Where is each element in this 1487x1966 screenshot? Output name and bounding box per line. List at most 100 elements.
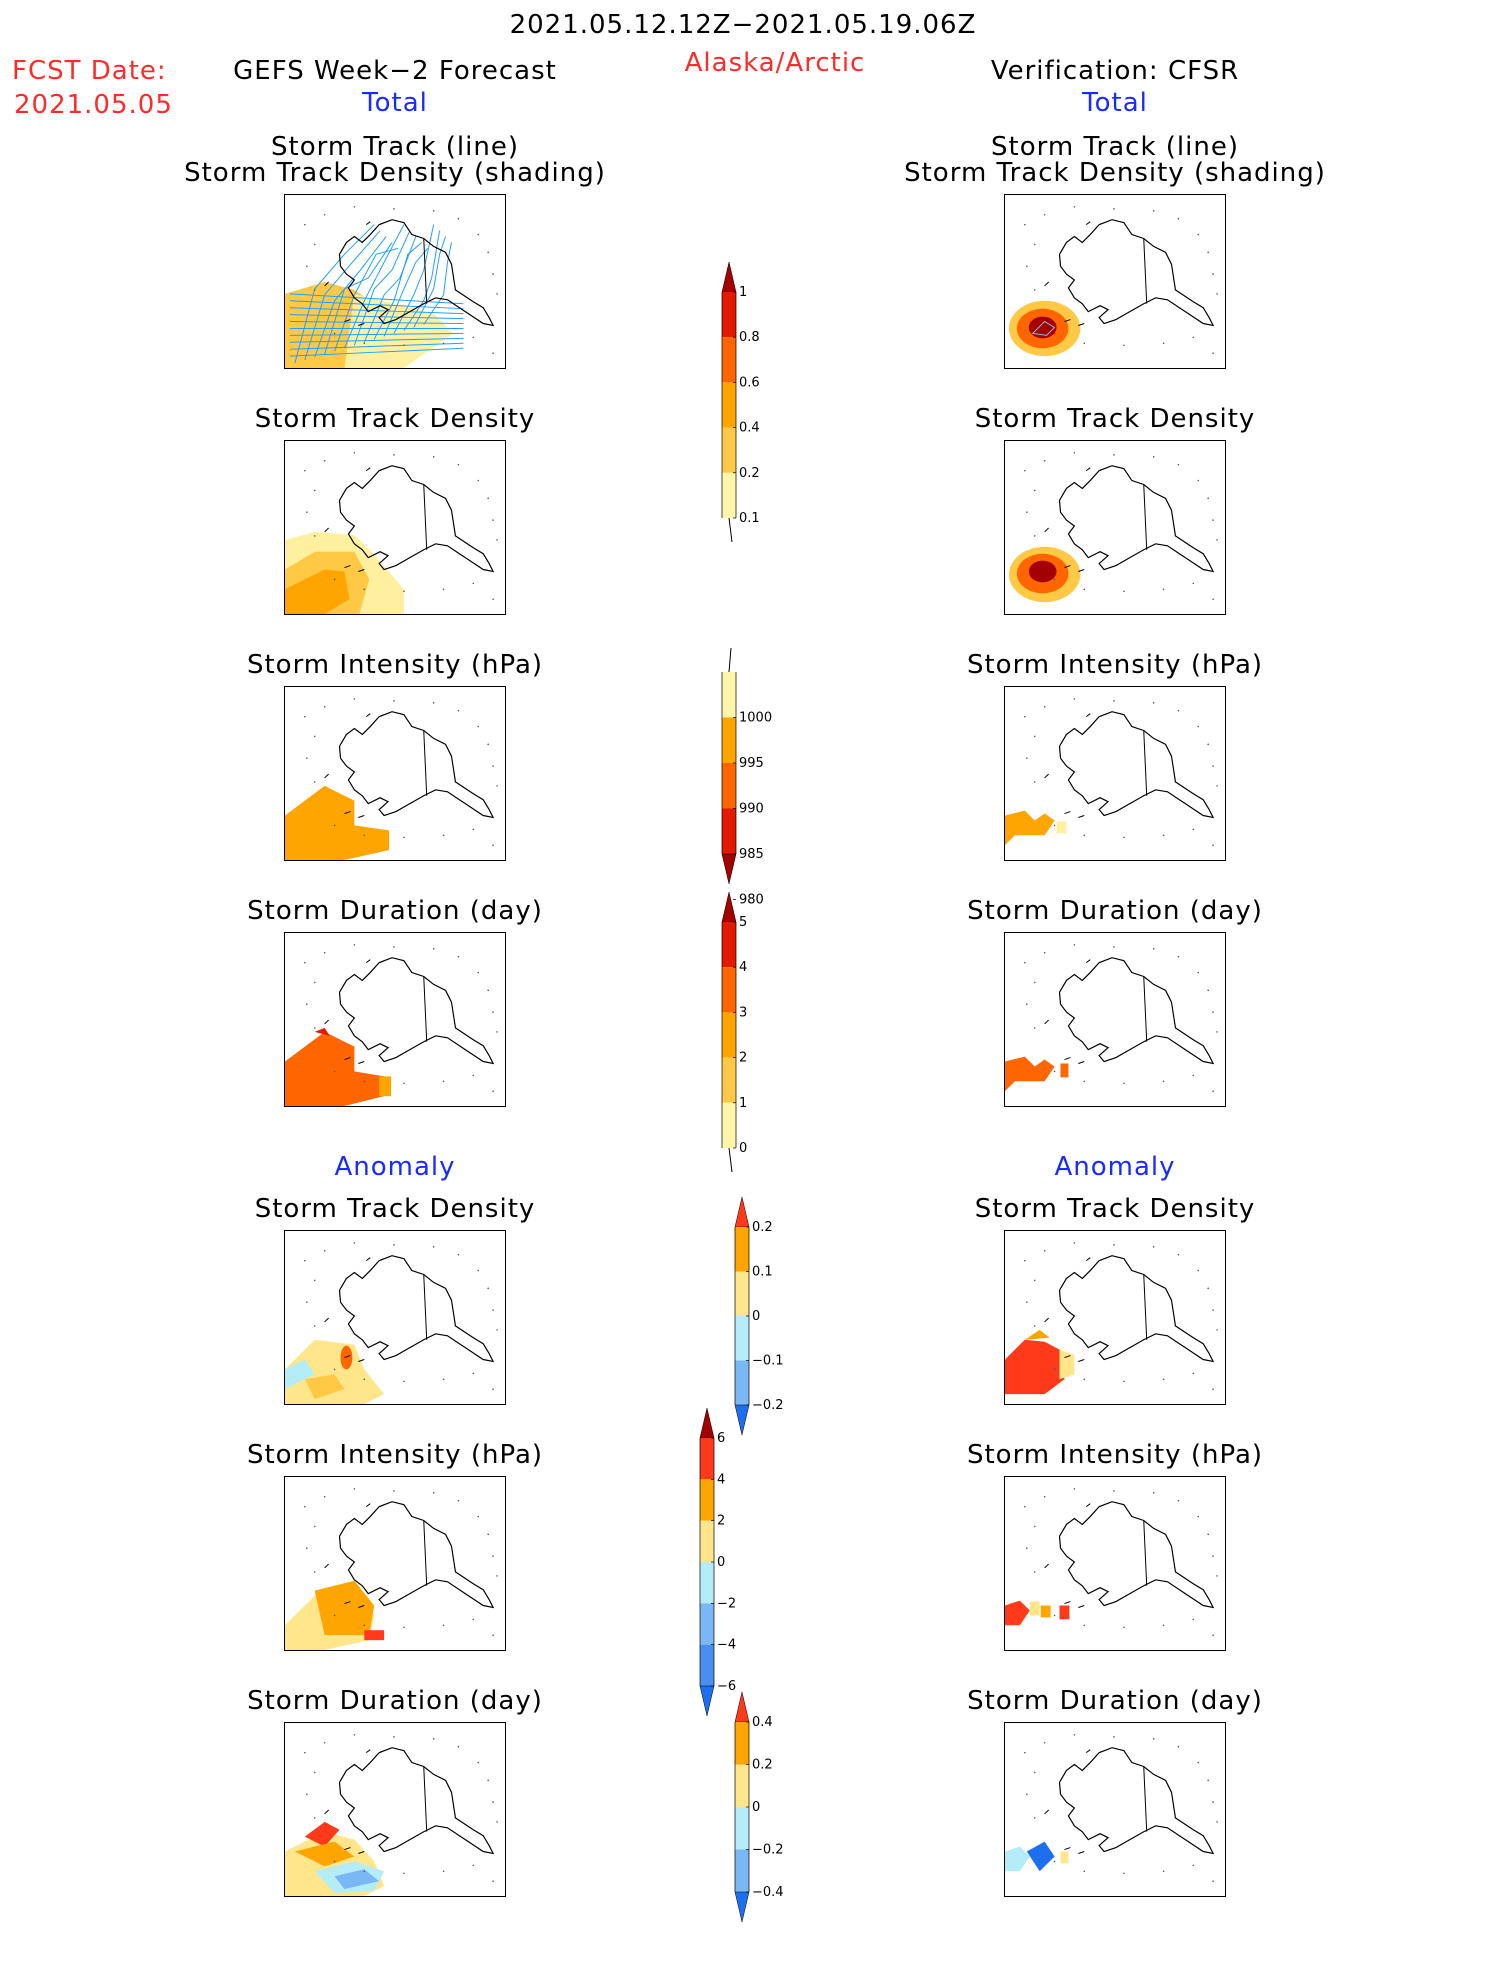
- duration-shading: [1060, 1063, 1069, 1078]
- islands: [324, 959, 371, 1064]
- colorbar-segment: [735, 1764, 749, 1807]
- title-left-track-line: Storm Track (line): [271, 132, 519, 162]
- islands: [1044, 1503, 1091, 1608]
- graticule-dots: [304, 452, 498, 600]
- colorbar-tick-label: 0: [739, 1141, 747, 1156]
- map-right-anom-duration: [1004, 1722, 1226, 1897]
- colorbar-intensity: 1000 995 990 985 980: [721, 647, 782, 928]
- graticule-dots: [1024, 1734, 1218, 1882]
- density-shading: [1028, 560, 1057, 583]
- colorbar-segment: [722, 672, 736, 718]
- islands: [324, 221, 371, 326]
- title-left-track-density: Storm Track Density: [254, 404, 536, 434]
- colorbar-tick-label: 2: [717, 1514, 725, 1529]
- colorbar-tick-label: 0.2: [752, 1758, 773, 1773]
- islands: [324, 713, 371, 818]
- alaska-coastline: [338, 219, 495, 327]
- colorbar-segment: [722, 337, 736, 383]
- colorbar-tick-label: 6: [717, 1431, 725, 1446]
- anomaly-shading: [1026, 1841, 1055, 1872]
- colorbar-segment: [722, 1012, 736, 1058]
- colorbar-segment: [700, 1562, 714, 1604]
- left-column-title: GEFS Week−2 Forecast: [233, 56, 557, 86]
- alaska-canada-border: [1143, 238, 1148, 304]
- colorbar-segment: [735, 1807, 749, 1850]
- colorbar-anom-intensity: 6 4 2 0 −2 −4 −6: [699, 1407, 760, 1760]
- colorbar-tick-label: 4: [717, 1472, 725, 1487]
- colorbar-duration: 5 4 3 2 1 0: [721, 891, 782, 1216]
- alaska-coastline: [338, 957, 495, 1065]
- alaska-canada-border: [423, 238, 428, 304]
- region-label: Alaska/Arctic: [684, 48, 866, 78]
- map-left-duration: [284, 932, 506, 1107]
- map-left-anom-density: [284, 1230, 506, 1405]
- islands: [1044, 713, 1091, 818]
- duration-shading: [379, 1076, 392, 1097]
- alaska-canada-border: [423, 1766, 428, 1832]
- graticule-dots: [304, 1734, 498, 1882]
- alaska-canada-border: [1143, 1274, 1148, 1340]
- colorbar-tick-label: 995: [739, 756, 764, 771]
- anomaly-shading: [1005, 1600, 1030, 1626]
- map-right-anom-density: [1004, 1230, 1226, 1405]
- colorbar-segment: [735, 1316, 749, 1361]
- colorbar-top-triangle: [721, 261, 737, 293]
- colorbar-segment: [700, 1603, 714, 1645]
- graticule-dots: [1024, 206, 1218, 354]
- title-left-anom-density: Storm Track Density: [254, 1194, 536, 1224]
- alaska-canada-border: [1143, 730, 1148, 796]
- colorbar-segment: [722, 427, 736, 473]
- alaska-canada-border: [423, 1274, 428, 1340]
- colorbar-anom-duration: 0.4 0.2 0 −0.2 −0.4: [734, 1691, 795, 1966]
- colorbar-tick-label: 1: [739, 1096, 747, 1111]
- colorbar-tick-label: 3: [739, 1005, 747, 1020]
- colorbar-segment: [735, 1722, 749, 1765]
- fcst-date-label: FCST Date:: [12, 56, 167, 86]
- islands: [1044, 959, 1091, 1064]
- colorbar-top-triangle: [721, 891, 737, 923]
- anomaly-shading: [1029, 1601, 1040, 1616]
- islands: [324, 1749, 371, 1854]
- anomaly-shading: [304, 1821, 340, 1847]
- colorbar-segment: [722, 292, 736, 338]
- colorbar-segment: [700, 1438, 714, 1480]
- colorbar-tick-label: 0: [717, 1555, 725, 1570]
- colorbar-bottom-triangle: [721, 853, 737, 885]
- anomaly-shading: [1040, 1605, 1051, 1618]
- colorbar-tick-label: 980: [739, 893, 764, 908]
- alaska-coastline: [1058, 1501, 1215, 1609]
- colorbar-tick-label: 990: [739, 802, 764, 817]
- colorbar-tick-label: 0.4: [752, 1715, 773, 1730]
- storm-track-lines: [1031, 320, 1056, 336]
- map-left-intensity: [284, 686, 506, 861]
- alaska-canada-border: [1143, 1766, 1148, 1832]
- colorbar-density: 1 0.8 0.6 0.4 0.2 0.1: [721, 261, 782, 586]
- colorbar-segment: [735, 1849, 749, 1892]
- alaska-canada-border: [423, 1520, 428, 1586]
- anomaly-shading: [285, 1359, 315, 1390]
- colorbar-segment: [722, 382, 736, 428]
- anomaly-shading: [1005, 1339, 1065, 1395]
- graticule-dots: [304, 1242, 498, 1390]
- islands: [1044, 221, 1091, 326]
- colorbar-tick-label: 0.1: [752, 1265, 773, 1280]
- colorbar-segment: [700, 1520, 714, 1562]
- colorbar-tail: [728, 1147, 733, 1173]
- graticule-dots: [1024, 944, 1218, 1092]
- intensity-shading: [1056, 821, 1067, 834]
- map-right-anom-intensity: [1004, 1476, 1226, 1651]
- anomaly-shading: [304, 1374, 345, 1400]
- title-right-track-density-shading: Storm Track Density (shading): [904, 158, 1326, 188]
- title-left-duration: Storm Duration (day): [247, 896, 543, 926]
- map-left-track: [284, 194, 506, 369]
- graticule-dots: [1024, 452, 1218, 600]
- islands: [1044, 1257, 1091, 1362]
- graticule-dots: [304, 698, 498, 846]
- colorbar-anom-density: 0.2 0.1 0 −0.1 −0.2: [734, 1196, 795, 1479]
- anomaly-shading: [294, 1841, 355, 1867]
- alaska-canada-border: [1143, 1520, 1148, 1586]
- alaska-coastline: [1058, 219, 1215, 327]
- colorbar-segment: [700, 1479, 714, 1521]
- islands: [324, 1257, 371, 1362]
- colorbar-tick-label: −6: [717, 1679, 736, 1694]
